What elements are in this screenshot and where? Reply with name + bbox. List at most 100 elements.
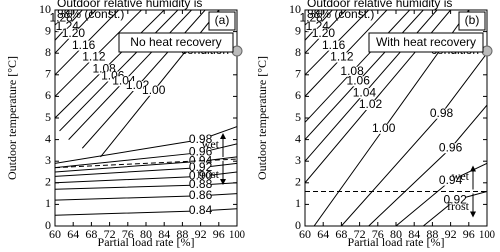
contour-label-bg xyxy=(354,88,375,99)
contour-label-bg xyxy=(190,190,211,201)
contour-label: 0.98 xyxy=(189,132,213,146)
x-tick-label: 64 xyxy=(317,227,329,241)
contour-label: 1.06 xyxy=(347,73,371,87)
x-tick-label: 80 xyxy=(390,227,402,241)
contour-line xyxy=(305,10,411,123)
x-tick-label: 80 xyxy=(140,227,152,241)
frost-label: frost xyxy=(447,199,470,213)
x-tick-label: 100 xyxy=(479,227,495,241)
y-tick-label: 8 xyxy=(295,45,301,59)
contour-label-bg xyxy=(190,162,211,173)
y-tick-label: 3 xyxy=(45,153,51,167)
contour-label-bg xyxy=(440,143,461,154)
contour-label-bg xyxy=(373,123,394,134)
x-tick-label: 92 xyxy=(195,227,207,241)
y-tick-label: 7 xyxy=(45,67,51,81)
contour-line xyxy=(305,10,424,140)
x-tick-label: 64 xyxy=(67,227,79,241)
note: 88% (const.) xyxy=(57,7,124,21)
contour-label-bg xyxy=(440,175,461,186)
contour-label: 1.02 xyxy=(359,97,383,111)
contour-label-bg xyxy=(190,134,211,145)
x-tick-label: 100 xyxy=(229,227,245,241)
contour-label-bg xyxy=(190,179,211,190)
y-tick-label: 7 xyxy=(295,67,301,81)
y-tick-label: 4 xyxy=(45,131,51,145)
contour-label: 1.02 xyxy=(126,78,150,92)
contour-label-bg xyxy=(331,52,352,63)
contour-label: 1.04 xyxy=(353,85,377,99)
contour-label-bg xyxy=(348,76,369,87)
contour-label: 1.00 xyxy=(372,121,396,135)
contour-label: 1.00 xyxy=(142,83,166,97)
x-tick-label: 60 xyxy=(49,227,61,241)
contour-label: 0.96 xyxy=(439,140,463,154)
panel-label: (a) xyxy=(215,13,230,27)
title-box xyxy=(368,32,484,53)
note: Outdoor relative humidity is xyxy=(307,0,452,10)
contour-label: 1.12 xyxy=(82,50,106,64)
contour-label: 0.88 xyxy=(189,177,213,191)
arrow-head xyxy=(470,211,476,218)
x-tick-label: 92 xyxy=(445,227,457,241)
panel-label-box xyxy=(458,11,486,31)
x-tick-label: 96 xyxy=(463,227,475,241)
x-tick-label: 76 xyxy=(122,227,134,241)
contour-label: 0.90 xyxy=(189,168,213,182)
contour-label: 0.92 xyxy=(189,160,213,174)
contour-label-bg xyxy=(94,64,115,75)
y-tick-label: 6 xyxy=(295,88,301,102)
contour-line xyxy=(55,10,165,119)
y-tick-label: 9 xyxy=(45,23,51,37)
x-axis-label: Partial load rate [%] xyxy=(348,235,445,249)
x-tick-label: 72 xyxy=(354,227,366,241)
plot-frame xyxy=(304,9,488,227)
y-tick-label: 1 xyxy=(295,196,301,210)
contour-label: 1.16 xyxy=(72,38,96,52)
y-tick-label: 9 xyxy=(295,23,301,37)
y-tick-label: 5 xyxy=(45,110,51,124)
x-tick-label: 68 xyxy=(85,227,97,241)
y-tick-label: 4 xyxy=(295,131,301,145)
y-tick-label: 1 xyxy=(45,196,51,210)
arrow-head xyxy=(470,165,476,172)
contour-label-bg xyxy=(190,205,211,216)
plot-frame xyxy=(54,9,238,227)
contour-label-bg xyxy=(83,52,104,63)
y-tick-label: 10 xyxy=(289,2,301,16)
chart-title: With heat recovery xyxy=(376,35,476,49)
contour-label-bg xyxy=(73,40,94,51)
y-tick-label: 0 xyxy=(45,218,51,232)
contour-label: 1.08 xyxy=(340,64,364,78)
panel-label-box xyxy=(208,11,236,31)
contour-line xyxy=(68,10,192,140)
x-tick-label: 88 xyxy=(176,227,188,241)
contour-label: 1.16 xyxy=(322,38,346,52)
y-tick-label: 5 xyxy=(295,110,301,124)
contour-label-bg xyxy=(360,100,381,111)
x-axis-label: Partial load rate [%] xyxy=(98,235,195,249)
x-tick-label: 60 xyxy=(299,227,311,241)
contour-label-bg xyxy=(143,85,164,96)
x-tick-label: 84 xyxy=(408,227,420,241)
contour-label-bg xyxy=(63,28,84,39)
contour-label-bg xyxy=(342,66,363,77)
panel-label: (b) xyxy=(465,13,480,27)
contour-label: 0.84 xyxy=(189,203,213,217)
y-tick-label: 6 xyxy=(45,88,51,102)
y-tick-label: 3 xyxy=(295,153,301,167)
contour-label: 0.86 xyxy=(189,188,213,202)
contour-label: 0.96 xyxy=(189,145,213,159)
x-tick-label: 68 xyxy=(335,227,347,241)
contour-label-bg xyxy=(301,13,322,24)
contour-label: 1.20 xyxy=(62,26,86,40)
title-box xyxy=(118,32,234,53)
note: Outdoor relative humidity is xyxy=(57,0,202,10)
contour-label: 1.20 xyxy=(312,26,336,40)
wet-label: wet xyxy=(452,169,470,183)
contour-label-bg xyxy=(51,13,72,24)
x-tick-label: 84 xyxy=(158,227,170,241)
contour-label: 0.94 xyxy=(439,173,463,187)
y-tick-label: 2 xyxy=(45,175,51,189)
contour-label-bg xyxy=(431,108,452,119)
